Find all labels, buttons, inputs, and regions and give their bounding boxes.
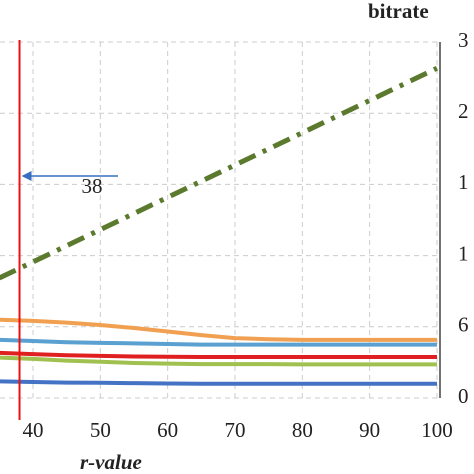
series-line [0, 337, 437, 347]
series-line [0, 355, 437, 367]
y-tick-label: 2 [458, 99, 469, 123]
annotation-label: 38 [82, 174, 103, 198]
arrow-head [21, 171, 32, 181]
y-tick-label: 3 [458, 28, 469, 52]
x-tick-label: 50 [90, 418, 111, 442]
chart-title: bitrate [368, 0, 429, 23]
y-tick-label: 0 [458, 384, 469, 408]
x-tick-label: 100 [421, 418, 453, 442]
series-line [0, 317, 437, 342]
x-axis-label: r-value [80, 450, 142, 474]
x-tick-label: 90 [359, 418, 380, 442]
x-tick-label: 40 [22, 418, 43, 442]
series-line [0, 65, 439, 281]
series-line [0, 379, 437, 386]
y-tick-label: 1 [458, 241, 469, 265]
x-tick-label: 70 [224, 418, 245, 442]
y-tick-label: 1 [458, 170, 469, 194]
y-tick-label: 6 [458, 313, 469, 337]
series-line [0, 350, 437, 360]
x-tick-label: 80 [292, 418, 313, 442]
x-tick-label: 60 [157, 418, 178, 442]
